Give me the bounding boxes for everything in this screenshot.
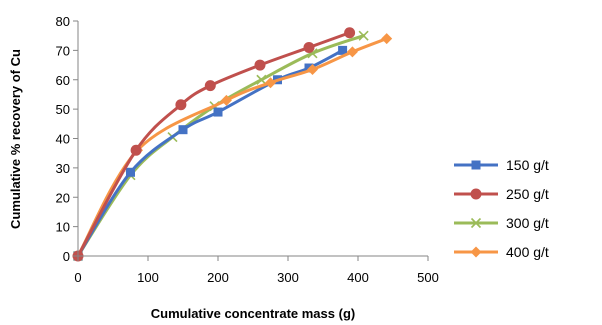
y-tick-label: 50 — [56, 102, 70, 117]
legend-marker — [470, 246, 482, 258]
data-point — [358, 30, 369, 41]
data-point — [344, 27, 356, 39]
y-tick-label: 70 — [56, 43, 70, 58]
x-tick-label: 300 — [277, 270, 299, 285]
legend-marker — [470, 188, 482, 200]
series-line — [76, 37, 389, 258]
y-axis-label: Cumulative % recovery of Cu — [8, 49, 23, 229]
y-tick-label: 0 — [63, 249, 70, 264]
legend-item: 250 g/t — [454, 186, 549, 202]
y-tick-label: 40 — [56, 132, 70, 147]
x-tick-label: 400 — [347, 270, 369, 285]
data-point — [338, 45, 348, 55]
data-point — [307, 63, 318, 75]
x-tick-label: 100 — [137, 270, 159, 285]
legend-label: 300 g/t — [506, 215, 549, 231]
data-point — [303, 41, 315, 53]
y-axis: 0 10 20 30 40 50 60 70 80 — [56, 14, 79, 264]
legend-marker — [471, 160, 481, 170]
data-point — [346, 46, 358, 58]
data-point — [381, 33, 393, 45]
legend-marker — [470, 217, 482, 229]
y-tick-label: 60 — [56, 73, 70, 88]
series-line — [76, 34, 366, 258]
x-tick-label: 200 — [207, 270, 229, 285]
data-point — [175, 99, 187, 111]
legend-label: 250 g/t — [506, 186, 549, 202]
data-point — [204, 80, 216, 92]
y-tick-label: 10 — [56, 220, 70, 235]
data-point — [178, 125, 188, 135]
legend-item: 400 g/t — [454, 244, 549, 260]
plot-area — [72, 27, 393, 262]
data-point — [220, 94, 232, 106]
data-point — [130, 144, 142, 156]
x-axis-label: Cumulative concentrate mass (g) — [151, 306, 355, 321]
series-1 — [72, 27, 356, 262]
x-axis: 0 100 200 300 400 500 — [74, 255, 439, 285]
data-point — [126, 167, 135, 177]
y-tick-label: 30 — [56, 161, 70, 176]
legend-label: 150 g/t — [506, 157, 549, 173]
y-tick-label: 20 — [56, 190, 70, 205]
legend-item: 300 g/t — [454, 215, 549, 231]
legend: 150 g/t 250 g/t 300 g/t 400 g/t — [454, 157, 549, 260]
legend-label: 400 g/t — [506, 244, 549, 260]
legend-item: 150 g/t — [454, 157, 549, 173]
series-3 — [72, 33, 393, 262]
data-point — [213, 107, 223, 117]
data-point — [254, 59, 266, 71]
series-0 — [73, 45, 348, 261]
data-point — [256, 74, 267, 85]
y-tick-label: 80 — [56, 14, 70, 29]
data-point — [265, 77, 276, 89]
x-tick-label: 500 — [417, 270, 439, 285]
x-tick-label: 0 — [74, 270, 81, 285]
